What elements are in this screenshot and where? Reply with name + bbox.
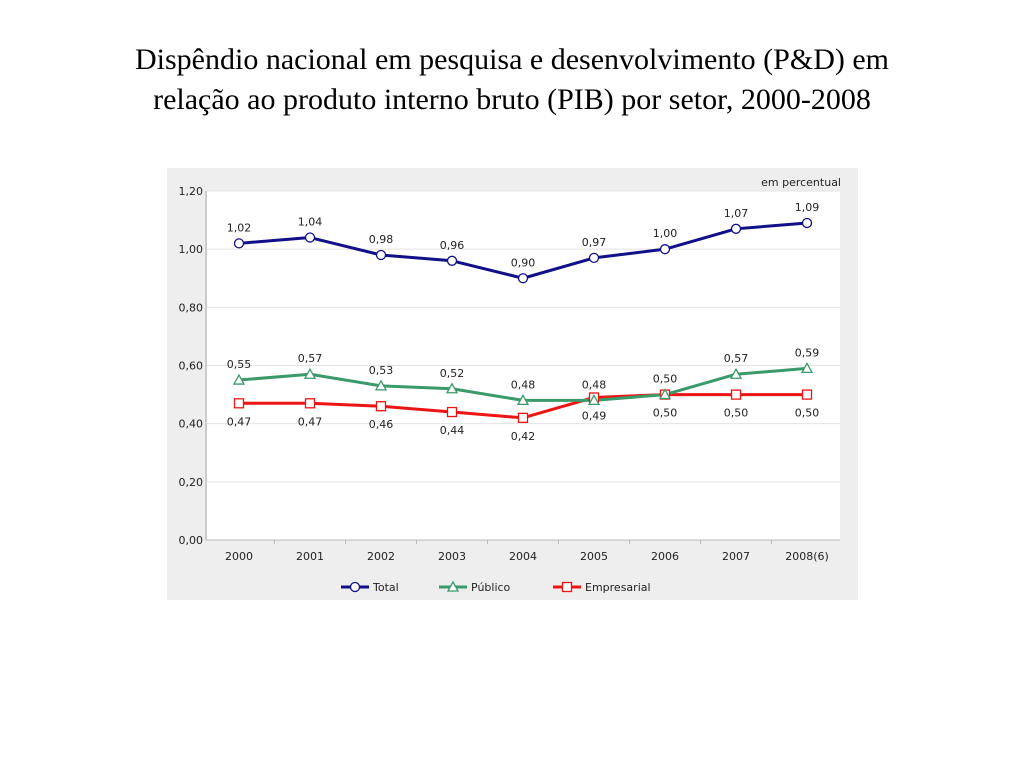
data-point-total bbox=[375, 249, 387, 261]
data-label: 0,96 bbox=[440, 239, 465, 252]
x-tick-label: 2003 bbox=[438, 550, 466, 563]
x-tick-label: 2001 bbox=[296, 550, 324, 563]
x-tick-label: 2007 bbox=[722, 550, 750, 563]
data-label: 0,57 bbox=[724, 352, 749, 365]
data-label: 0,49 bbox=[582, 409, 607, 422]
data-label: 1,07 bbox=[724, 207, 749, 220]
data-point-empresarial bbox=[730, 389, 742, 400]
data-point-empresarial bbox=[304, 398, 316, 409]
data-label: 0,90 bbox=[511, 256, 536, 269]
data-label: 0,50 bbox=[653, 407, 678, 420]
y-tick-label: 1,00 bbox=[179, 243, 204, 256]
legend-label: Público bbox=[471, 581, 511, 594]
data-label: 0,50 bbox=[795, 407, 820, 420]
data-label: 1,00 bbox=[653, 227, 678, 240]
y-tick-label: 0,80 bbox=[179, 301, 204, 314]
title-line-1: Dispêndio nacional em pesquisa e desenvo… bbox=[135, 43, 889, 76]
data-point-publico bbox=[303, 367, 317, 379]
data-label: 1,02 bbox=[227, 221, 252, 234]
data-point-empresarial bbox=[233, 398, 245, 409]
title-line-2: relação ao produto interno bruto (PIB) p… bbox=[153, 83, 871, 116]
data-point-empresarial bbox=[801, 389, 813, 400]
data-point-publico bbox=[446, 580, 460, 592]
data-point-publico bbox=[800, 362, 814, 374]
data-point-empresarial bbox=[517, 412, 529, 424]
data-label: 0,97 bbox=[582, 236, 607, 249]
y-tick-label: 0,60 bbox=[179, 360, 204, 373]
data-point-total bbox=[349, 581, 361, 593]
data-point-total bbox=[233, 238, 245, 249]
x-tick-label: 2002 bbox=[367, 550, 395, 563]
y-tick-label: 1,20 bbox=[179, 185, 204, 198]
data-label: 0,48 bbox=[582, 378, 607, 391]
data-point-total bbox=[730, 223, 742, 234]
x-tick-label: 2000 bbox=[225, 550, 253, 563]
data-point-publico bbox=[587, 394, 601, 406]
data-label: 1,09 bbox=[795, 201, 820, 214]
y-tick-label: 0,00 bbox=[179, 534, 204, 547]
data-point-empresarial bbox=[375, 401, 387, 412]
data-point-empresarial bbox=[446, 406, 458, 418]
data-label: 1,04 bbox=[298, 216, 323, 229]
data-point-total bbox=[588, 252, 600, 264]
data-point-total bbox=[659, 244, 671, 255]
x-tick-label: 2006 bbox=[651, 550, 679, 563]
data-label: 0,52 bbox=[440, 367, 465, 380]
data-point-total bbox=[304, 232, 316, 243]
y-tick-label: 0,40 bbox=[179, 418, 204, 431]
data-label: 0,98 bbox=[369, 233, 394, 246]
data-point-total bbox=[446, 255, 458, 266]
legend-label: Empresarial bbox=[585, 581, 651, 594]
data-label: 0,48 bbox=[511, 378, 536, 391]
data-label: 0,44 bbox=[440, 424, 465, 437]
data-label: 0,50 bbox=[724, 407, 749, 420]
data-point-total bbox=[517, 273, 529, 284]
data-label: 0,59 bbox=[795, 346, 820, 359]
data-point-publico bbox=[658, 388, 672, 400]
x-tick-label: 2005 bbox=[580, 550, 608, 563]
data-label: 0,53 bbox=[369, 364, 394, 377]
slide-title: Dispêndio nacional em pesquisa e desenvo… bbox=[40, 40, 984, 120]
data-label: 0,47 bbox=[298, 415, 323, 428]
y-tick-label: 0,20 bbox=[179, 476, 204, 489]
data-label: 0,57 bbox=[298, 352, 323, 365]
data-label: 0,50 bbox=[653, 373, 678, 386]
unit-note: em percentual bbox=[761, 176, 841, 189]
data-point-empresarial bbox=[561, 581, 573, 593]
data-point-publico bbox=[374, 379, 388, 391]
data-point-publico bbox=[445, 382, 459, 394]
data-label: 0,42 bbox=[511, 430, 536, 443]
data-label: 0,47 bbox=[227, 415, 252, 428]
data-point-publico bbox=[516, 394, 530, 406]
data-point-publico bbox=[232, 373, 246, 385]
x-tick-label: 2008(6) bbox=[785, 550, 829, 563]
data-point-total bbox=[801, 217, 813, 229]
data-label: 0,46 bbox=[369, 418, 394, 431]
legend-label: Total bbox=[372, 581, 399, 594]
data-point-publico bbox=[729, 367, 743, 379]
data-label: 0,55 bbox=[227, 358, 252, 371]
x-tick-label: 2004 bbox=[509, 550, 537, 563]
